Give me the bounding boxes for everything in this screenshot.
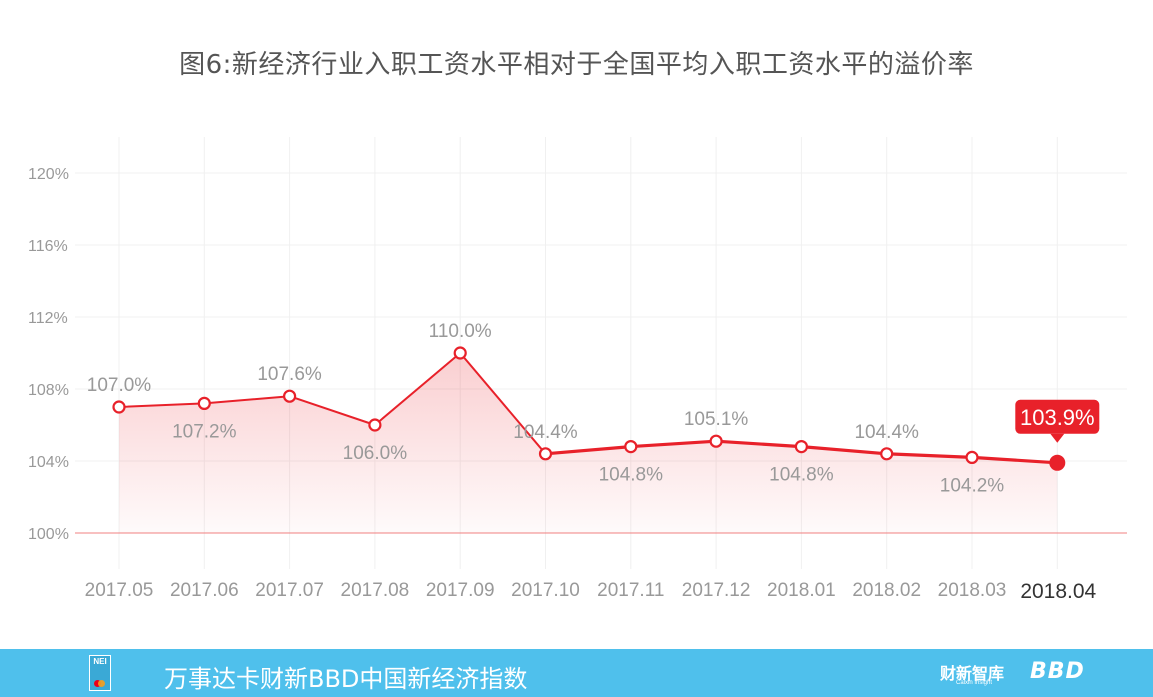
data-point — [709, 434, 723, 448]
data-point — [283, 389, 297, 403]
series-line-segment — [714, 439, 804, 449]
footer-bar: NEI 万事达卡财新BBD中国新经济指数 财新智库 Caixin Insight… — [0, 649, 1153, 697]
x-axis-ticks: 2017.05 2017.06 2017.07 2017.08 2017.09 2017.… — [85, 580, 1097, 603]
y-tick-label: 100% — [28, 526, 69, 543]
x-tick-label: 2017.11 — [597, 580, 664, 601]
area-fill — [119, 353, 1058, 533]
mastercard-icon-overlap — [98, 680, 105, 687]
highlight-label-bg — [1015, 399, 1100, 434]
x-tick-label: 2018.03 — [938, 580, 1007, 601]
y-tick-label: 120% — [28, 166, 69, 183]
data-point — [197, 396, 211, 410]
series-line-segment — [629, 439, 718, 449]
x-tick-label: 2017.07 — [255, 580, 324, 601]
x-tick-label: 2018.04 — [1020, 580, 1096, 603]
data-label-highlight: 103.9% — [1020, 405, 1095, 430]
x-tick-label: 2017.09 — [426, 580, 495, 601]
bbd-logo: BBD — [1030, 659, 1085, 684]
data-label: 107.6% — [257, 364, 322, 385]
series-line-segment — [885, 452, 974, 459]
series-line-segment — [799, 445, 889, 456]
line-area-chart: 107.0% 107.2% 107.6% 106.0% 110.0% 104.4% 104.… — [28, 137, 1127, 603]
nei-logo: NEI — [89, 655, 111, 691]
y-tick-label: 108% — [28, 382, 69, 399]
data-label: 107.2% — [172, 421, 237, 442]
series-line-segment — [288, 395, 376, 426]
data-label: 104.4% — [854, 422, 919, 443]
x-tick-label: 2017.05 — [85, 580, 154, 601]
series-line-segment — [459, 352, 547, 455]
data-point — [538, 447, 553, 461]
chart-title: 图6:新经济行业入职工资水平相对于全国平均入职工资水平的溢价率 — [179, 50, 974, 80]
data-point-highlight — [1049, 454, 1066, 471]
index-name: 万事达卡财新BBD中国新经济指数 — [164, 665, 528, 693]
data-point — [368, 418, 382, 432]
data-label: 104.8% — [769, 465, 834, 486]
data-points — [112, 346, 1066, 471]
y-tick-label: 112% — [28, 310, 68, 327]
series-line-segment — [970, 455, 1059, 465]
x-tick-label: 2017.12 — [682, 580, 751, 601]
x-tick-label: 2017.06 — [170, 580, 239, 601]
data-point — [794, 440, 809, 454]
data-labels: 107.0% 107.2% 107.6% 106.0% 110.0% 104.4% 104.… — [87, 321, 1100, 496]
series-line-segment — [543, 445, 633, 456]
data-label: 104.2% — [940, 475, 1005, 496]
data-point — [624, 440, 638, 454]
y-axis-ticks: 100% 104% 108% 112% 116% 120% — [28, 166, 69, 543]
data-label: 107.0% — [87, 375, 152, 396]
data-point — [112, 400, 126, 414]
data-point — [453, 346, 467, 360]
data-point — [880, 447, 894, 461]
data-point — [965, 450, 979, 464]
data-label: 104.8% — [599, 465, 664, 486]
y-tick-label: 116% — [28, 238, 68, 255]
series-line-segment — [118, 402, 206, 408]
x-tick-label: 2018.01 — [767, 580, 836, 601]
series-line-segment — [373, 352, 462, 426]
data-label: 110.0% — [429, 321, 492, 342]
mastercard-icon — [94, 680, 101, 687]
series-lines — [118, 352, 1059, 465]
highlight-label-pointer — [1050, 433, 1065, 443]
data-label: 106.0% — [343, 443, 408, 464]
x-tick-label: 2018.02 — [852, 580, 921, 601]
caixin-insight-logo: 财新智库 — [940, 664, 1005, 683]
caixin-insight-logo-en: Caixin Insight — [956, 680, 993, 686]
series-line-segment — [203, 395, 291, 405]
data-label: 104.4% — [513, 422, 578, 443]
nei-logo-text: NEI — [93, 657, 107, 666]
x-tick-label: 2017.10 — [511, 580, 580, 601]
data-label: 105.1% — [684, 409, 749, 430]
y-tick-label: 104% — [28, 454, 69, 471]
area-path — [119, 353, 1058, 533]
x-tick-label: 2017.08 — [341, 580, 410, 601]
